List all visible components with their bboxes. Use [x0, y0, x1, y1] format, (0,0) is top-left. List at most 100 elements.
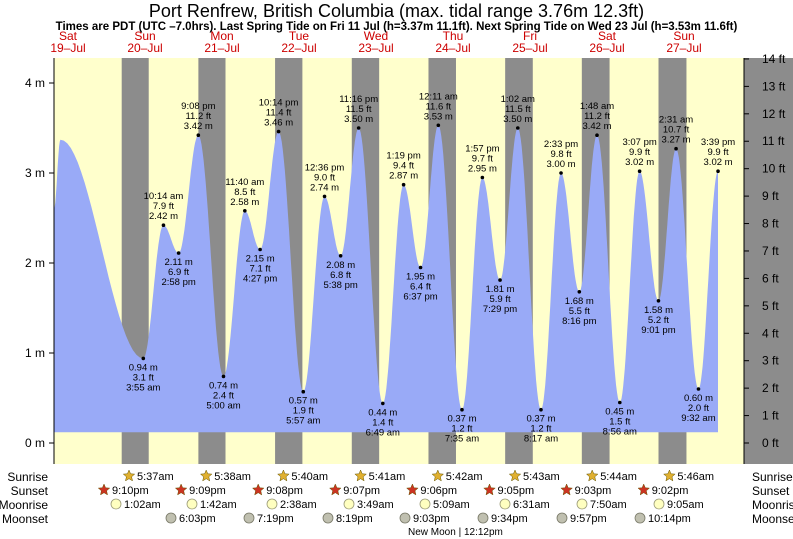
y-tick-label-ft: 5 ft [762, 299, 779, 313]
sunrise-time: 5:41am [369, 471, 406, 483]
y-tick-label-ft: 13 ft [762, 79, 786, 93]
tide-label: 2.0 ft [688, 403, 709, 414]
sunset-row-label-right: Sunset [752, 484, 790, 498]
y-tick-label-m: 2 m [25, 256, 45, 270]
tide-label: 0.37 m [447, 414, 476, 425]
moonrise-time: 7:50am [590, 499, 627, 511]
tide-point [356, 126, 361, 130]
tide-label: 2.4 ft [213, 390, 234, 401]
sunset-icon [328, 483, 342, 496]
moonset-time: 7:19pm [257, 513, 294, 525]
day-date-label: 24–Jul [435, 41, 470, 55]
day-name-label: Sun [134, 29, 155, 43]
tide-label: 10:14 am [144, 191, 184, 202]
moonrise-icon [576, 498, 588, 510]
tide-label: 9:01 pm [641, 325, 675, 336]
sunset-time: 9:05pm [498, 485, 535, 497]
moonrise-icon [419, 498, 431, 510]
day-name-label: Wed [364, 29, 388, 43]
tide-label: 1.9 ft [293, 406, 314, 417]
y-tick-label-m: 4 m [25, 76, 45, 90]
tide-label: 10:14 pm [259, 98, 299, 109]
tide-label: 5.5 ft [569, 306, 590, 317]
y-tick-label-ft: 8 ft [762, 217, 779, 231]
y-tick-label-ft: 10 ft [762, 162, 786, 176]
tide-label: 1.58 m [644, 305, 673, 316]
tide-label: 7:35 am [445, 434, 479, 445]
y-tick-label-ft: 12 ft [762, 107, 786, 121]
tide-label: 2.42 m [149, 211, 178, 222]
tide-point [656, 299, 661, 303]
sunrise-time: 5:40am [291, 471, 328, 483]
tide-label: 9:08 pm [181, 101, 215, 112]
tide-label: 0.37 m [526, 414, 555, 425]
y-tick-label-ft: 4 ft [762, 326, 779, 340]
tide-point [338, 254, 343, 258]
tide-label: 11:16 pm [339, 94, 378, 105]
tide-label: 6.4 ft [410, 282, 431, 293]
tide-point [418, 265, 423, 270]
sunrise-time: 5:44am [600, 471, 637, 483]
tide-point [460, 407, 464, 412]
tide-label: 0.44 m [368, 407, 397, 418]
moonset-row-label-left: Moonset [2, 512, 49, 526]
tide-point [480, 175, 485, 180]
tide-label: 2.08 m [326, 260, 355, 271]
tide-label: 9.7 ft [472, 154, 493, 165]
tide-label: 9.4 ft [393, 161, 414, 172]
moonset-time: 10:14pm [648, 513, 691, 525]
moonrise-icon [653, 498, 665, 510]
tide-label: 8:16 pm [562, 316, 596, 327]
tide-point [539, 407, 543, 412]
moonrise-icon [266, 498, 278, 510]
tide-label: 8.5 ft [234, 187, 255, 198]
tide-label: 3.02 m [625, 157, 654, 168]
tide-label: 5:57 am [286, 416, 320, 427]
tide-label: 0.94 m [129, 362, 158, 373]
day-date-label: 23–Jul [358, 41, 393, 55]
moonset-icon [243, 512, 255, 524]
tide-point [381, 401, 385, 406]
tide-point [637, 169, 642, 173]
tide-label: 11.5 ft [346, 104, 372, 115]
sunrise-icon [508, 469, 522, 482]
day-date-label: 20–Jul [127, 41, 162, 55]
moonrise-time: 6:31am [513, 499, 550, 511]
tide-label: 11.5 ft [505, 104, 531, 115]
moonrise-time: 1:42am [200, 499, 237, 511]
moonset-time: 9:57pm [570, 513, 607, 525]
sunset-icon [637, 483, 651, 496]
moonset-time: 8:19pm [336, 513, 373, 525]
tide-label: 6:37 pm [403, 292, 437, 303]
moonrise-icon [343, 498, 355, 510]
tide-label: 1.68 m [565, 296, 594, 307]
tide-label: 2:58 pm [161, 277, 195, 288]
sunset-time: 9:06pm [420, 485, 457, 497]
axes-layer: 0 m 1 m 2 m 3 m 4 m 0 ft 1 ft 2 ft 3 ft 4 ft 5 ft 6… [25, 52, 786, 464]
tide-label: 9.0 ft [314, 172, 335, 183]
tide-label: 5:00 am [206, 400, 240, 411]
tide-label: 3:39 pm [701, 137, 735, 148]
tide-label: 1.81 m [486, 284, 515, 295]
tide-label: 5.9 ft [489, 294, 510, 305]
chart-title: Port Renfrew, British Columbia (max. tid… [148, 1, 645, 21]
chart-subtitle: Times are PDT (UTC –7.0hrs). Last Spring… [55, 21, 738, 33]
tide-point [436, 123, 441, 128]
tide-label: 0.74 m [209, 380, 238, 391]
moonrise-time: 9:05am [667, 499, 704, 511]
sunrise-icon [354, 469, 367, 482]
day-date-label: 25–Jul [512, 41, 547, 55]
tide-label: 2.15 m [246, 254, 275, 265]
tide-label: 7.1 ft [250, 264, 271, 275]
tide-label: 1.5 ft [609, 417, 630, 428]
moonset-icon [556, 512, 568, 524]
moonset-icon [477, 512, 489, 524]
sunrise-icon [663, 469, 676, 482]
tide-point [161, 223, 166, 227]
tide-area [54, 125, 718, 433]
sunrise-time: 5:38am [214, 471, 251, 483]
tide-label: 3.42 m [582, 121, 611, 132]
tide-label: 4:27 pm [243, 274, 277, 285]
tide-label: 10.7 ft [663, 125, 690, 136]
